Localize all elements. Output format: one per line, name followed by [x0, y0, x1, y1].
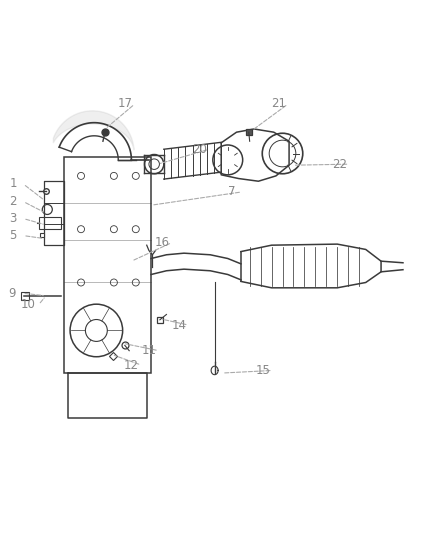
Text: 7: 7	[228, 185, 236, 198]
Text: 1: 1	[9, 177, 17, 190]
Bar	[64, 157, 151, 373]
Text: 20: 20	[192, 143, 207, 156]
Text: 10: 10	[21, 298, 36, 311]
Text: 15: 15	[255, 364, 270, 377]
Text: 17: 17	[117, 98, 132, 110]
Text: 16: 16	[155, 236, 170, 249]
Text: 21: 21	[271, 98, 286, 110]
Text: 2: 2	[9, 195, 17, 208]
Text: 12: 12	[124, 359, 139, 372]
Text: 9: 9	[8, 287, 16, 300]
Text: 3: 3	[10, 212, 17, 225]
Bar	[39, 217, 61, 229]
Text: 11: 11	[141, 344, 156, 357]
Text: 14: 14	[171, 319, 186, 332]
Bar	[21, 292, 29, 300]
Text: 5: 5	[10, 229, 17, 242]
Text: 22: 22	[332, 158, 347, 171]
